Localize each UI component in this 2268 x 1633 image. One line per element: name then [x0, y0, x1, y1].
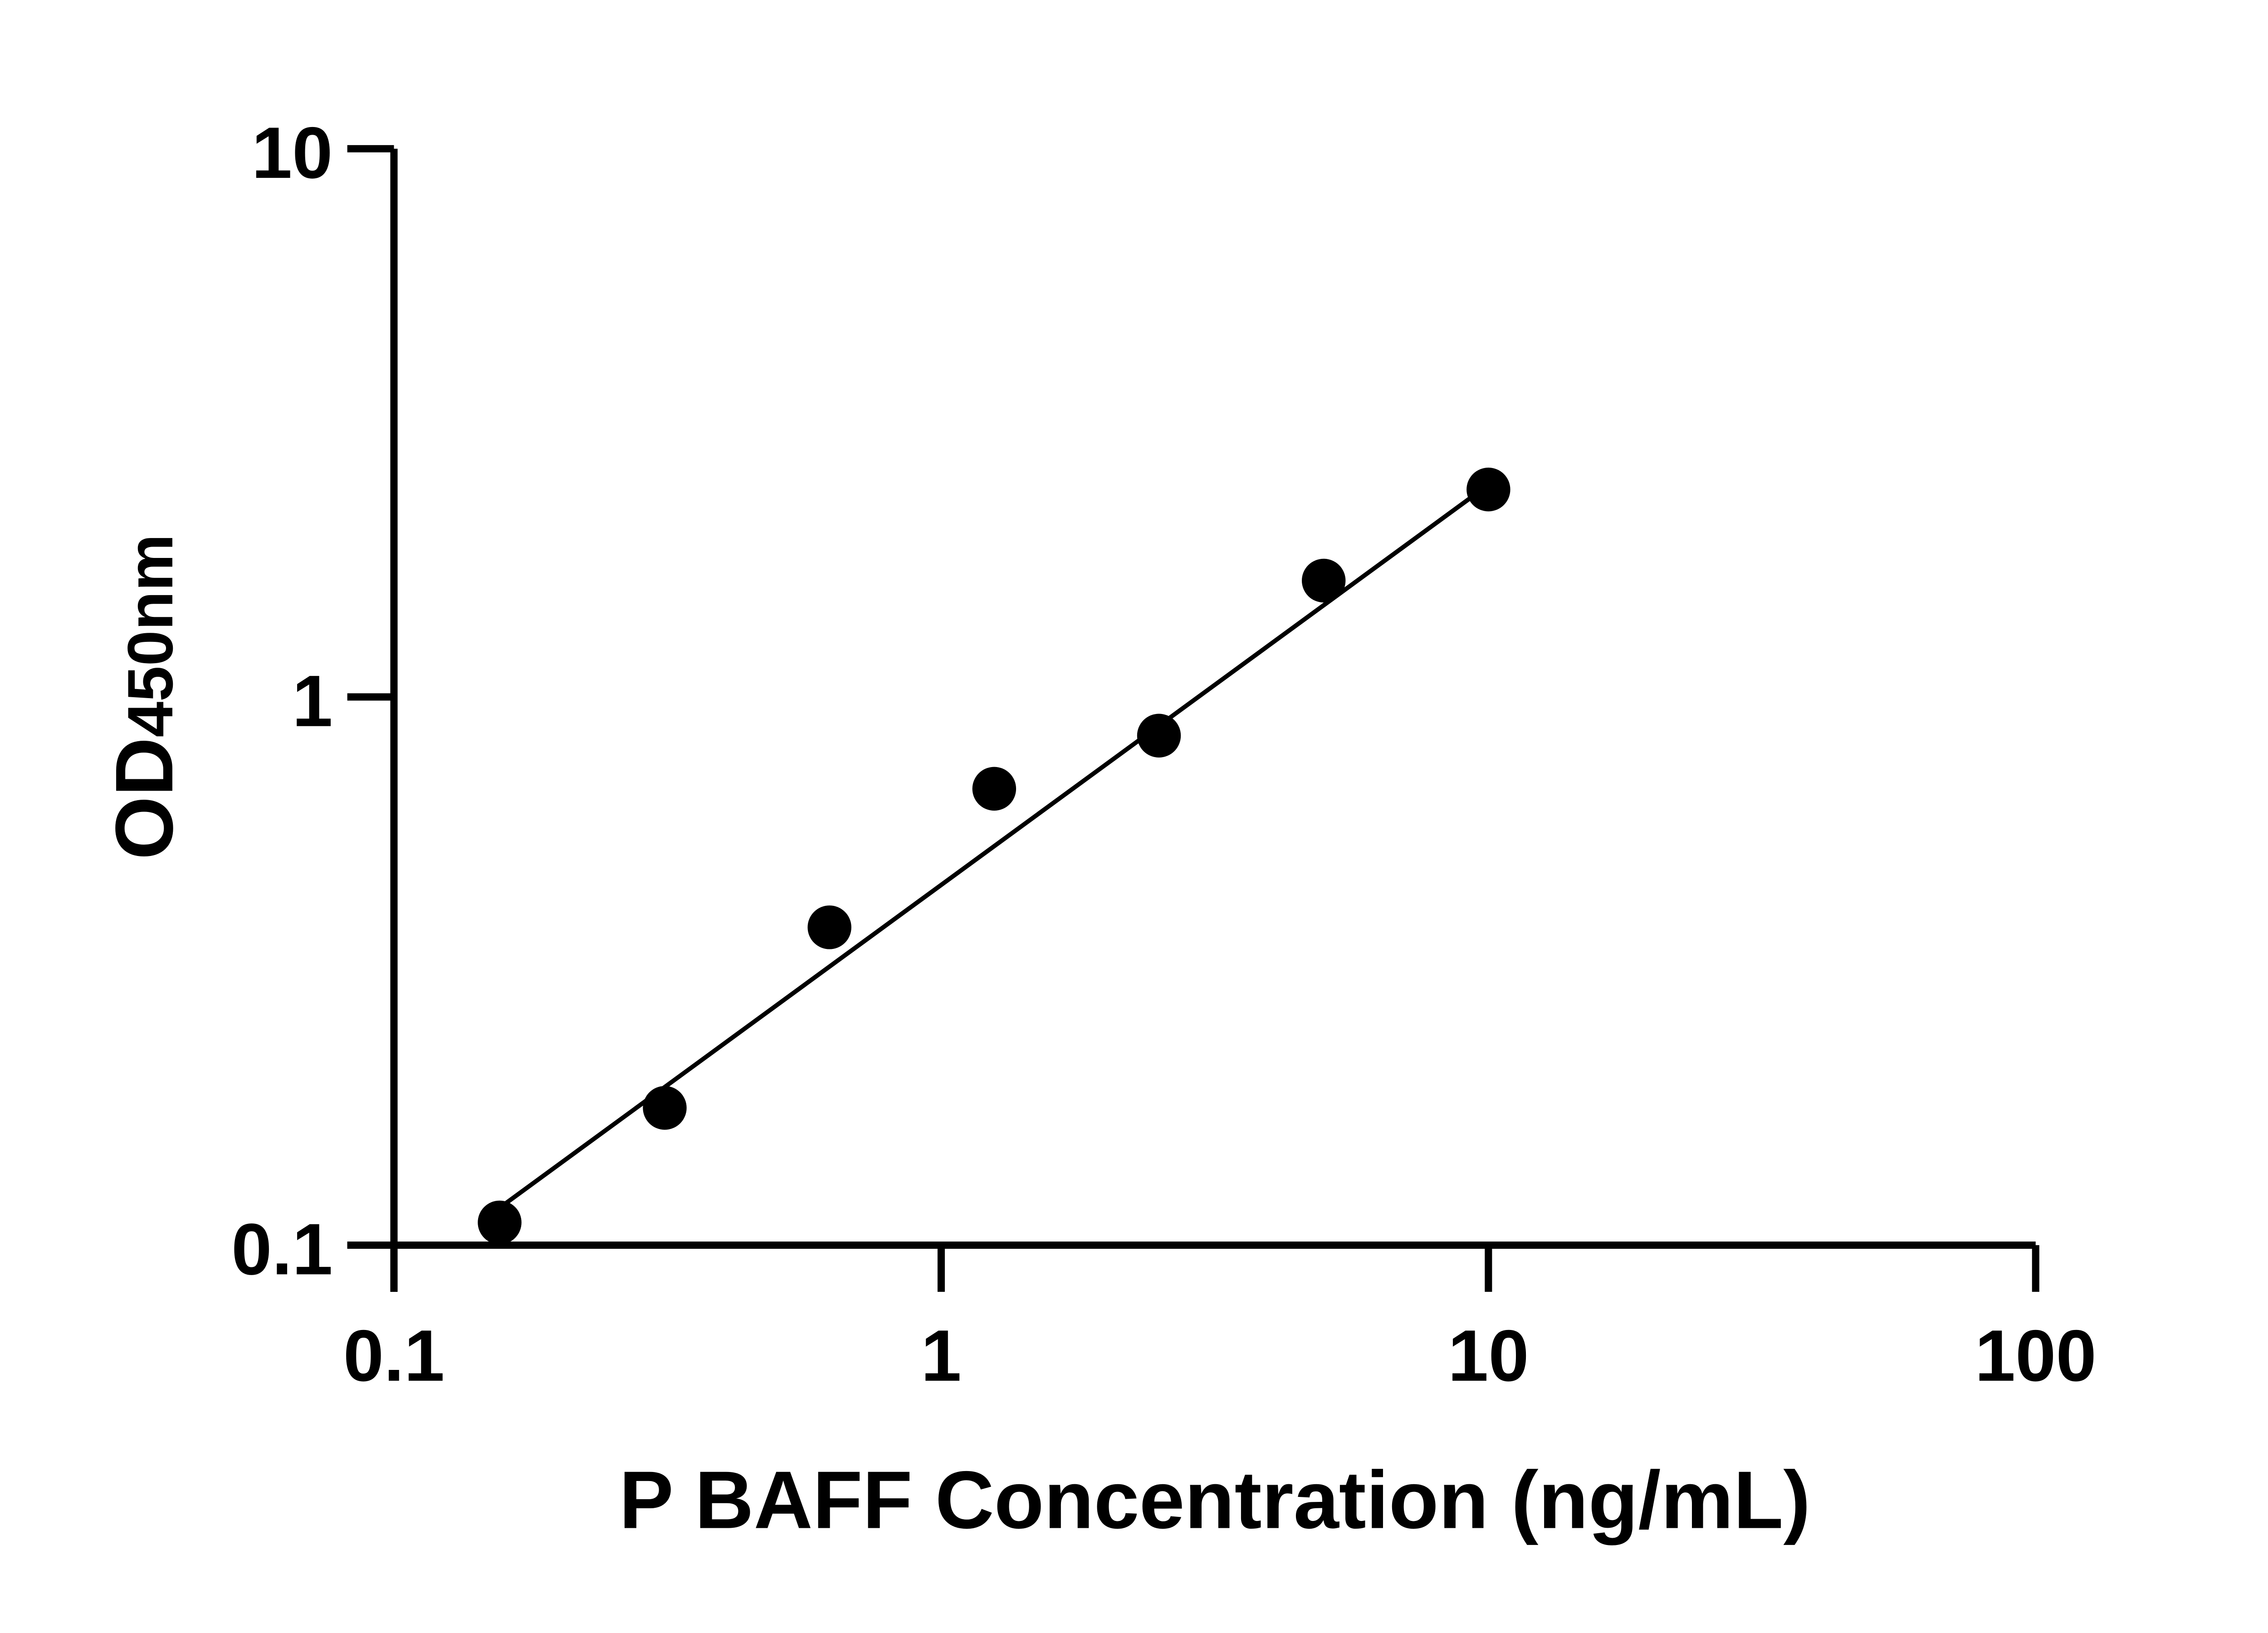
y-tick-label: 1 [292, 661, 332, 742]
data-marks [478, 467, 1510, 1245]
data-point [1301, 558, 1346, 603]
data-point [643, 1086, 687, 1130]
y-axis-label: OD450nm [99, 534, 190, 860]
axes [347, 145, 2039, 1292]
x-tick-label: 10 [1448, 1315, 1529, 1397]
y-tick-label: 0.1 [231, 1209, 332, 1290]
y-tick-label: 10 [252, 112, 333, 194]
data-point [1466, 467, 1510, 512]
data-point [972, 767, 1017, 811]
x-axis-label: P BAFF Concentration (ng/mL) [619, 1455, 1811, 1546]
data-point [478, 1200, 522, 1245]
tick-labels: 0.1 1 10 100 0.1 1 10 [231, 112, 2097, 1397]
y-axis-label-sub: 450nm [114, 534, 186, 737]
x-tick-label: 100 [1975, 1315, 2097, 1397]
x-tick-label: 1 [921, 1315, 961, 1397]
data-point [807, 905, 851, 949]
x-tick-label: 0.1 [343, 1315, 445, 1397]
data-point [1137, 714, 1181, 758]
y-axis-label-main: OD [99, 737, 190, 860]
